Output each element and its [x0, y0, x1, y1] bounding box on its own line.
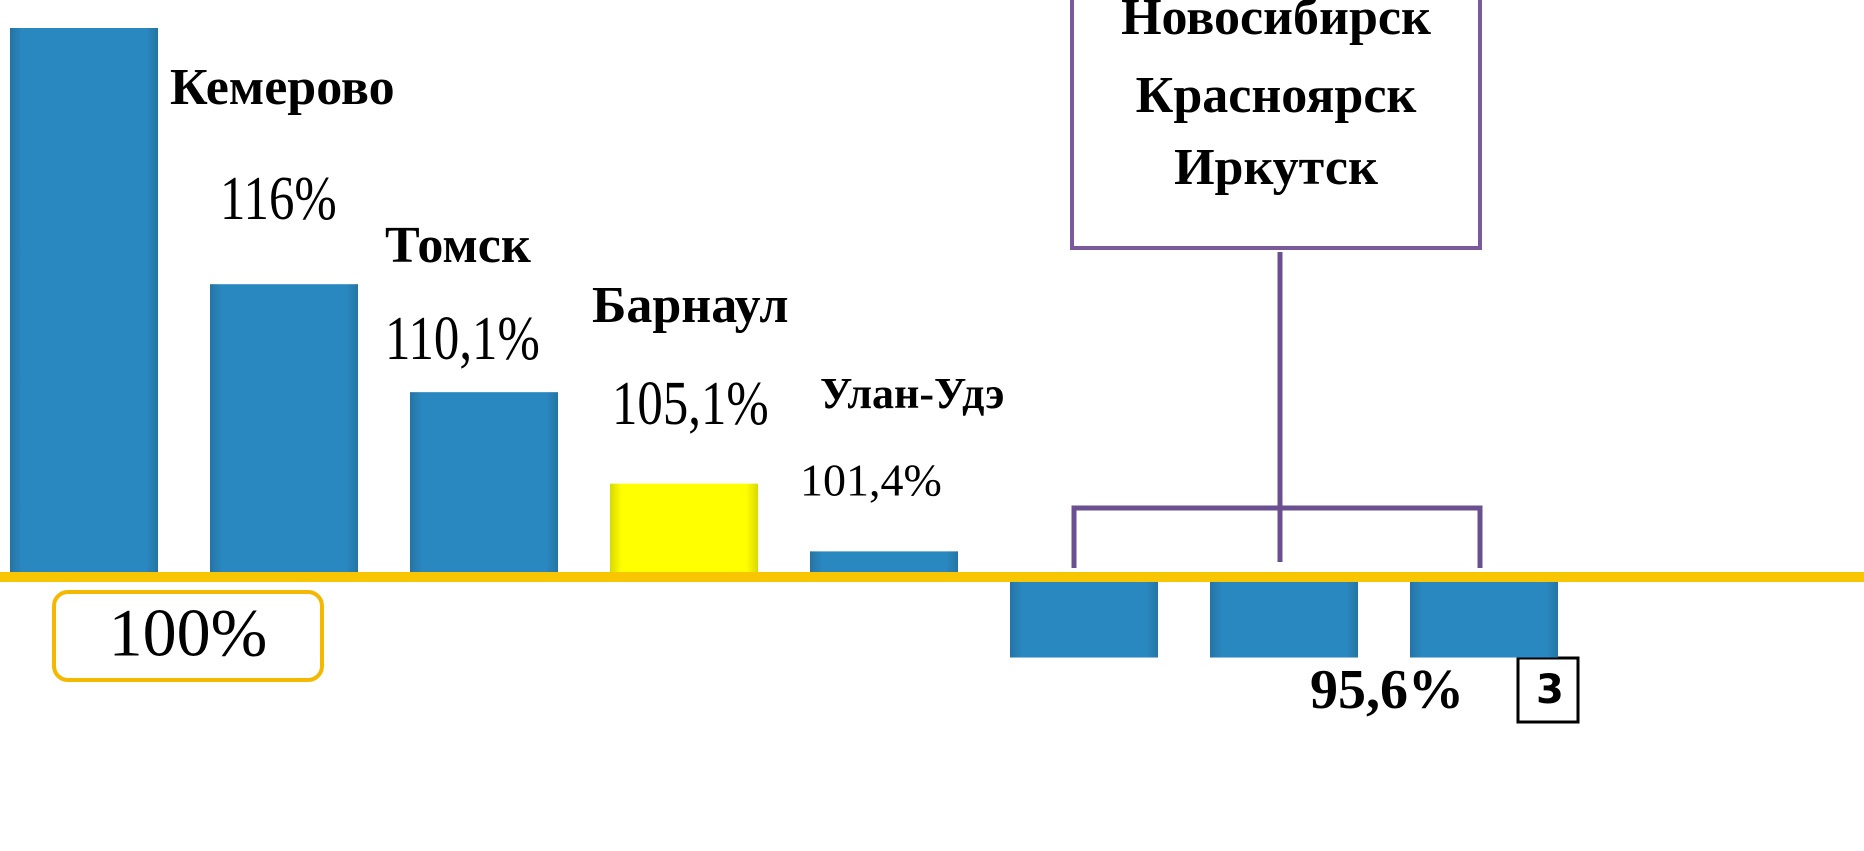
category-label: Новосибирск — [1121, 0, 1431, 46]
bar-shade — [1010, 577, 1158, 658]
category-label: Барнаул — [592, 277, 789, 334]
page-number: 3 — [1536, 667, 1564, 713]
page-number-box — [1516, 656, 1580, 724]
bar-shade — [410, 392, 558, 577]
value-label: 105,1% — [612, 370, 769, 439]
baseline — [0, 572, 1864, 582]
value-label: 101,4% — [800, 455, 942, 506]
baseline-label-box — [52, 590, 324, 682]
bar-shade — [10, 28, 158, 577]
bar-shade — [1210, 577, 1358, 658]
category-label: Красноярск — [1136, 67, 1417, 124]
group-bracket — [52, 0, 1580, 724]
category-label: Улан-Удэ — [820, 369, 1004, 418]
bracket — [1071, 505, 1483, 568]
baseline-label: 100% — [109, 595, 268, 671]
category-label: Иркутск — [1174, 139, 1378, 196]
bar-shade — [210, 284, 358, 577]
value-label: 95,6% — [1310, 659, 1464, 721]
value-label: 110,1% — [385, 305, 540, 374]
category-label: Томск — [385, 217, 531, 274]
group-box — [1070, 0, 1482, 250]
category-label: Кемерово — [170, 59, 395, 116]
value-label: 116% — [220, 165, 337, 234]
bar-shade — [610, 483, 758, 577]
bar-shade — [1410, 577, 1558, 658]
